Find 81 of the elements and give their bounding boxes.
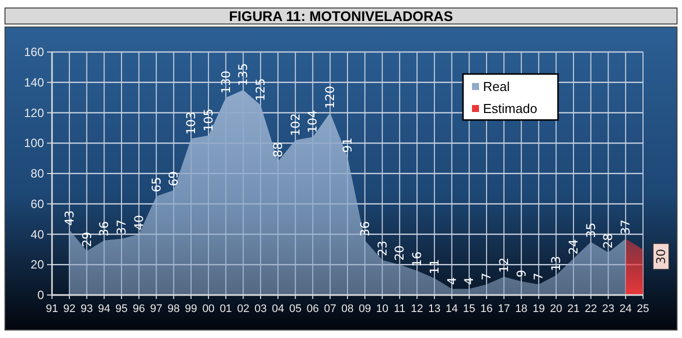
legend-label: Estimado	[483, 101, 538, 116]
data-label: 30	[654, 248, 668, 264]
y-tick-label: 60	[30, 196, 44, 211]
x-tick-label: 21	[567, 303, 580, 315]
x-tick-label: 03	[254, 303, 267, 315]
x-tick-label: 17	[498, 303, 510, 315]
data-label: 29	[80, 232, 94, 247]
data-label: 37	[618, 220, 633, 235]
data-label: 104	[306, 110, 320, 134]
data-label: 103	[184, 112, 198, 135]
data-label: 4	[462, 277, 476, 285]
data-label: 35	[584, 222, 598, 238]
x-tick-label: 05	[289, 303, 302, 315]
data-label: 105	[201, 108, 216, 132]
x-tick-label: 04	[272, 303, 284, 315]
x-tick-label: 14	[446, 303, 458, 315]
y-tick-label: 160	[24, 45, 44, 59]
x-tick-label: 15	[463, 303, 476, 315]
x-tick-label: 94	[98, 303, 110, 315]
data-label: 37	[114, 220, 129, 235]
x-tick-label: 24	[619, 303, 632, 315]
data-label: 36	[358, 221, 372, 236]
data-label: 11	[427, 259, 442, 274]
x-tick-label: 99	[184, 303, 198, 315]
y-tick-label: 0	[37, 288, 44, 302]
x-tick-label: 91	[46, 303, 58, 315]
data-label: 135	[236, 63, 250, 86]
data-label: 125	[254, 78, 268, 102]
x-tick-label: 19	[532, 303, 545, 315]
x-tick-label: 06	[306, 303, 319, 315]
data-label: 23	[375, 240, 390, 256]
data-label: 130	[218, 70, 233, 94]
data-label: 43	[62, 210, 76, 226]
x-tick-label: 23	[602, 303, 614, 315]
x-tick-label: 08	[341, 303, 354, 315]
data-label: 91	[340, 138, 354, 153]
x-tick-label: 12	[410, 303, 424, 315]
x-tick-label: 10	[376, 303, 388, 315]
x-tick-label: 22	[584, 303, 597, 315]
data-label: 24	[566, 239, 580, 255]
data-label: 69	[166, 170, 181, 186]
y-tick-label: 20	[30, 258, 44, 272]
x-tick-label: 13	[428, 303, 441, 315]
data-label: 9	[514, 270, 528, 278]
data-label: 4	[444, 277, 459, 285]
data-label: 16	[410, 251, 424, 267]
x-tick-label: 95	[115, 303, 128, 315]
x-tick-label: 20	[550, 303, 562, 315]
x-tick-label: 16	[480, 303, 493, 315]
data-label: 20	[392, 245, 407, 261]
x-tick-label: 97	[150, 303, 162, 315]
data-label: 12	[496, 257, 511, 273]
x-tick-label: 18	[515, 303, 528, 315]
data-label: 7	[480, 272, 494, 280]
y-tick-label: 80	[30, 166, 44, 180]
x-tick-label: 11	[394, 303, 406, 315]
x-tick-label: 92	[63, 303, 76, 315]
y-tick-label: 140	[24, 75, 44, 90]
x-tick-label: 07	[324, 303, 336, 315]
x-tick-label: 96	[132, 303, 146, 315]
data-label: 36	[97, 221, 112, 236]
x-tick-label: 09	[358, 303, 372, 315]
chart-title: FIGURA 11: MOTONIVELADORAS	[228, 8, 454, 24]
y-tick-label: 100	[24, 136, 44, 150]
legend-label: Real	[483, 79, 510, 94]
x-tick-label: 98	[168, 303, 180, 315]
x-tick-label: 25	[636, 303, 650, 315]
x-tick-label: 01	[220, 303, 232, 315]
data-label: 120	[323, 86, 338, 109]
data-label: 88	[270, 142, 285, 158]
data-label: 7	[532, 272, 546, 280]
y-tick-label: 120	[24, 106, 44, 120]
data-label: 28	[601, 233, 616, 248]
x-tick-label: 93	[80, 303, 93, 315]
x-tick-label: 02	[237, 303, 250, 315]
x-tick-label: 00	[202, 303, 215, 315]
data-label: 40	[132, 214, 146, 230]
data-label: 65	[149, 177, 164, 192]
data-label: 102	[288, 113, 302, 136]
y-tick-label: 40	[30, 227, 44, 242]
data-label: 13	[549, 256, 564, 272]
